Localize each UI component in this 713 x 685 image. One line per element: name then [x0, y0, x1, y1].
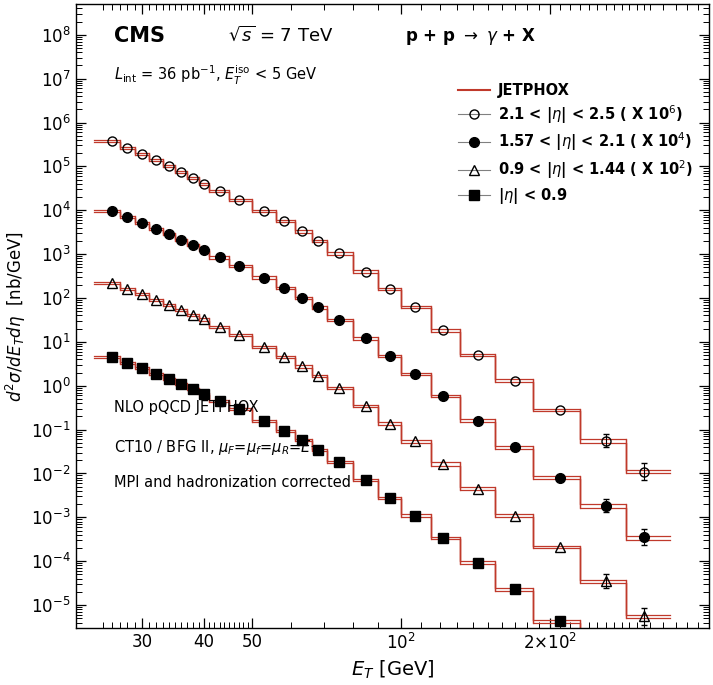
Text: NLO pQCD JETPHOX: NLO pQCD JETPHOX: [113, 400, 258, 415]
Text: $L_\mathrm{int}$ = 36 pb$^{-1}$, $E_T^\mathrm{iso}$ < 5 GeV: $L_\mathrm{int}$ = 36 pb$^{-1}$, $E_T^\m…: [113, 64, 317, 86]
Text: $\sqrt{s}$ = 7 TeV: $\sqrt{s}$ = 7 TeV: [227, 26, 333, 45]
Text: CMS: CMS: [113, 26, 165, 46]
Text: MPI and hadronization corrected: MPI and hadronization corrected: [113, 475, 351, 490]
X-axis label: $E_T$ [GeV]: $E_T$ [GeV]: [351, 658, 434, 681]
Text: CT10 / BFG II, $\mu_F$=$\mu_f$=$\mu_R$=$E_T$: CT10 / BFG II, $\mu_F$=$\mu_f$=$\mu_R$=$…: [113, 438, 319, 457]
Y-axis label: $d^2\sigma/dE_T d\eta$  [nb/GeV]: $d^2\sigma/dE_T d\eta$ [nb/GeV]: [4, 231, 29, 401]
Text: p + p $\rightarrow$ $\gamma$ + X: p + p $\rightarrow$ $\gamma$ + X: [405, 26, 536, 47]
Legend: JETPHOX, 2.1 < |$\eta$| < 2.5 ( X 10$^6$), 1.57 < |$\eta$| < 2.1 ( X 10$^4$), 0.: JETPHOX, 2.1 < |$\eta$| < 2.5 ( X 10$^6$…: [453, 77, 698, 212]
